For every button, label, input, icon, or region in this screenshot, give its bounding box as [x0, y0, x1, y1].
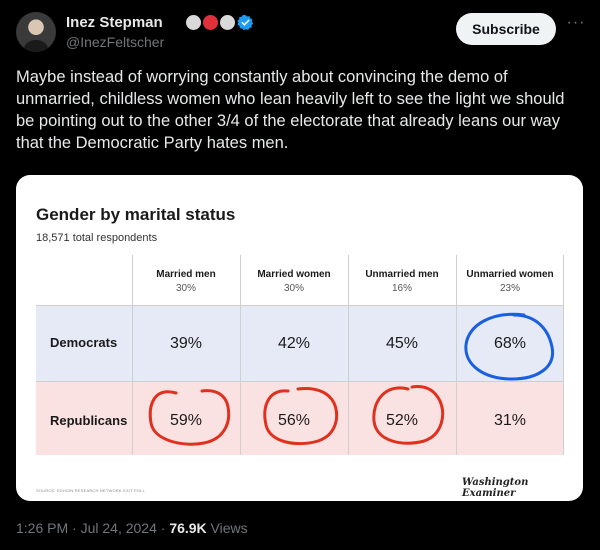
column-name: Unmarried women: [466, 269, 554, 280]
table-cell: 42%: [277, 335, 311, 352]
table-divider: [36, 381, 564, 382]
views-label: Views: [206, 520, 248, 536]
column-header: Unmarried men 16%: [348, 269, 456, 294]
column-share: 16%: [391, 283, 412, 294]
table-cell: 56%: [277, 412, 311, 429]
tweet-text: Maybe instead of worrying constantly abo…: [16, 68, 565, 152]
verified-icon: [237, 14, 254, 31]
table-divider: [348, 255, 349, 455]
red-circle-annotation: [263, 387, 339, 446]
tweet-header: Inez Stepman @InezFeltscher Subscribe ··…: [16, 10, 584, 54]
column-name: Married women: [257, 269, 331, 280]
column-share: 30%: [283, 283, 304, 294]
washington-examiner-logo: Washington Examiner: [462, 477, 529, 499]
column-share: 30%: [175, 283, 196, 294]
column-header: Married men 30%: [132, 269, 240, 294]
tweet-meta: 1:26 PM · Jul 24, 2024 · 76.9K Views: [16, 520, 248, 536]
table-cell: 31%: [493, 412, 527, 429]
badge-dot-2: [203, 15, 218, 30]
table-divider: [456, 255, 457, 455]
table-cell: 59%: [169, 412, 203, 429]
column-name: Married men: [156, 269, 216, 280]
avatar[interactable]: [16, 12, 56, 52]
table-divider: [36, 305, 564, 306]
column-header: Unmarried women 23%: [456, 269, 564, 294]
badge-dot-1: [186, 15, 201, 30]
badges: [186, 14, 254, 31]
chart-source: SOURCE: EDISON RESEARCH NETWORK EXIT POL…: [36, 488, 146, 493]
hand-drawn-annotations: [148, 312, 555, 446]
more-options-icon[interactable]: ···: [566, 14, 586, 31]
table-divider: [240, 255, 241, 455]
chart-title: Gender by marital status: [36, 205, 236, 224]
column-share: 23%: [499, 283, 520, 294]
table-divider: [563, 255, 564, 455]
table-divider: [132, 255, 133, 455]
attached-image[interactable]: Gender by marital status 18,571 total re…: [16, 175, 583, 501]
author-handle[interactable]: @InezFeltscher: [66, 34, 165, 50]
table-cell: 45%: [385, 335, 419, 352]
red-circle-annotation: [372, 385, 445, 445]
red-circle-annotation: [148, 389, 231, 446]
row-label-democrats: Democrats: [50, 335, 118, 350]
column-name: Unmarried men: [365, 269, 439, 280]
table-cell: 39%: [169, 335, 203, 352]
table-cell: 68%: [493, 335, 527, 352]
view-count: 76.9K: [169, 520, 207, 536]
timestamp[interactable]: 1:26 PM · Jul 24, 2024 ·: [16, 520, 170, 536]
blue-circle-annotation: [464, 312, 555, 381]
table-header-row: [36, 255, 564, 305]
chart-subtitle: 18,571 total respondents: [36, 232, 158, 244]
row-label-republicans: Republicans: [50, 413, 128, 428]
author-name[interactable]: Inez Stepman: [66, 14, 163, 31]
column-header: Married women 30%: [240, 269, 348, 294]
marital-status-table: Married men 30% Married women 30% Unmarr…: [36, 255, 564, 455]
badge-dot-3: [220, 15, 235, 30]
table-cell: 52%: [385, 412, 419, 429]
subscribe-button[interactable]: Subscribe: [456, 13, 556, 45]
